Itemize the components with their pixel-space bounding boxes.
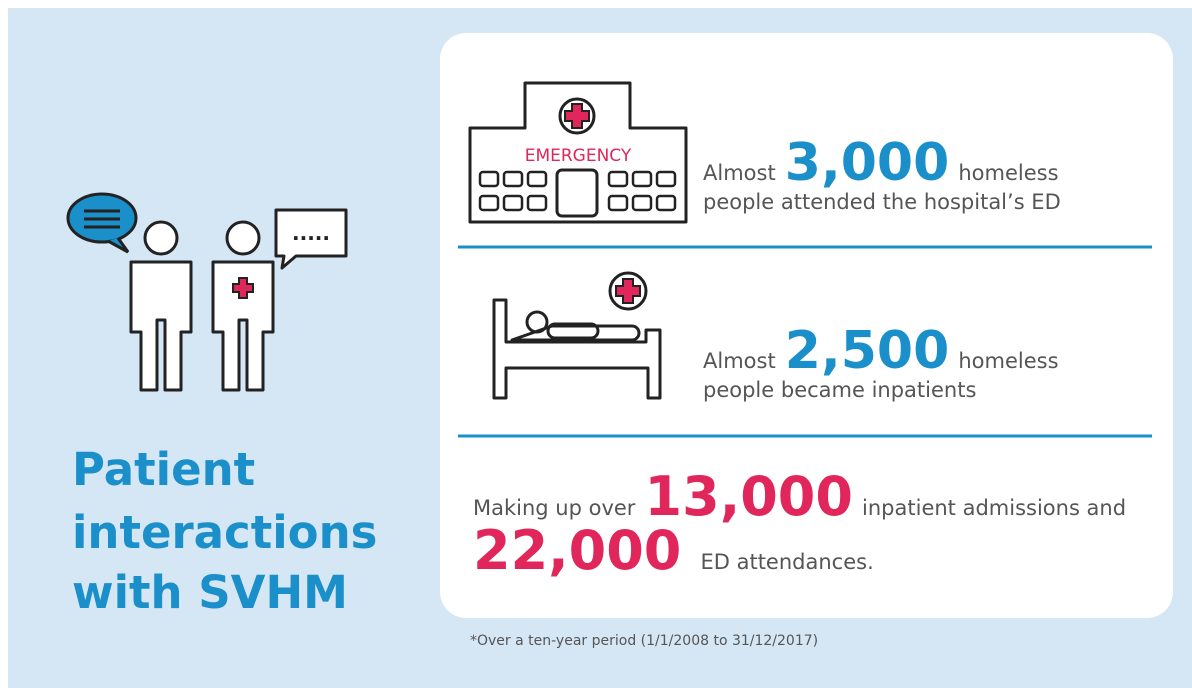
- stat-suffix: homeless: [958, 349, 1058, 373]
- title-line: Patient: [72, 443, 255, 496]
- stat-number: 3,000: [785, 133, 949, 193]
- title-line: interactions: [72, 506, 377, 559]
- stat-number: 2,500: [785, 321, 949, 381]
- stat-line: Almost 3,000 homeless: [703, 133, 1059, 193]
- stat-prefix: Almost: [703, 161, 776, 185]
- stat-line2: ED attendances.: [700, 550, 873, 574]
- stat-suffix: homeless: [958, 161, 1058, 185]
- stat-line: Making up over 13,000 inpatient admissio…: [473, 465, 1126, 528]
- svg-text:.....: .....: [292, 221, 330, 245]
- sign-text: EMERGENCY: [525, 146, 632, 166]
- stat-line: 22,000 ED attendances.: [473, 519, 874, 582]
- people-icon: .....: [66, 192, 348, 392]
- footnote: *Over a ten-year period (1/1/2008 to 31/…: [470, 633, 818, 649]
- bed-icon: [492, 271, 662, 400]
- stat-line2: people attended the hospital’s ED: [703, 190, 1061, 214]
- stat-prefix: Making up over: [473, 496, 636, 520]
- stat-line: Almost 2,500 homeless: [703, 321, 1059, 381]
- stat-number: 13,000: [645, 465, 853, 528]
- card: [440, 33, 1173, 618]
- stat-suffix: inpatient admissions and: [862, 496, 1126, 520]
- stat-prefix: Almost: [703, 349, 776, 373]
- title-line: with SVHM: [72, 566, 348, 619]
- stat-line2: people became inpatients: [703, 378, 976, 402]
- hospital-icon: EMERGENCY: [468, 81, 688, 224]
- stat-number: 22,000: [473, 519, 681, 582]
